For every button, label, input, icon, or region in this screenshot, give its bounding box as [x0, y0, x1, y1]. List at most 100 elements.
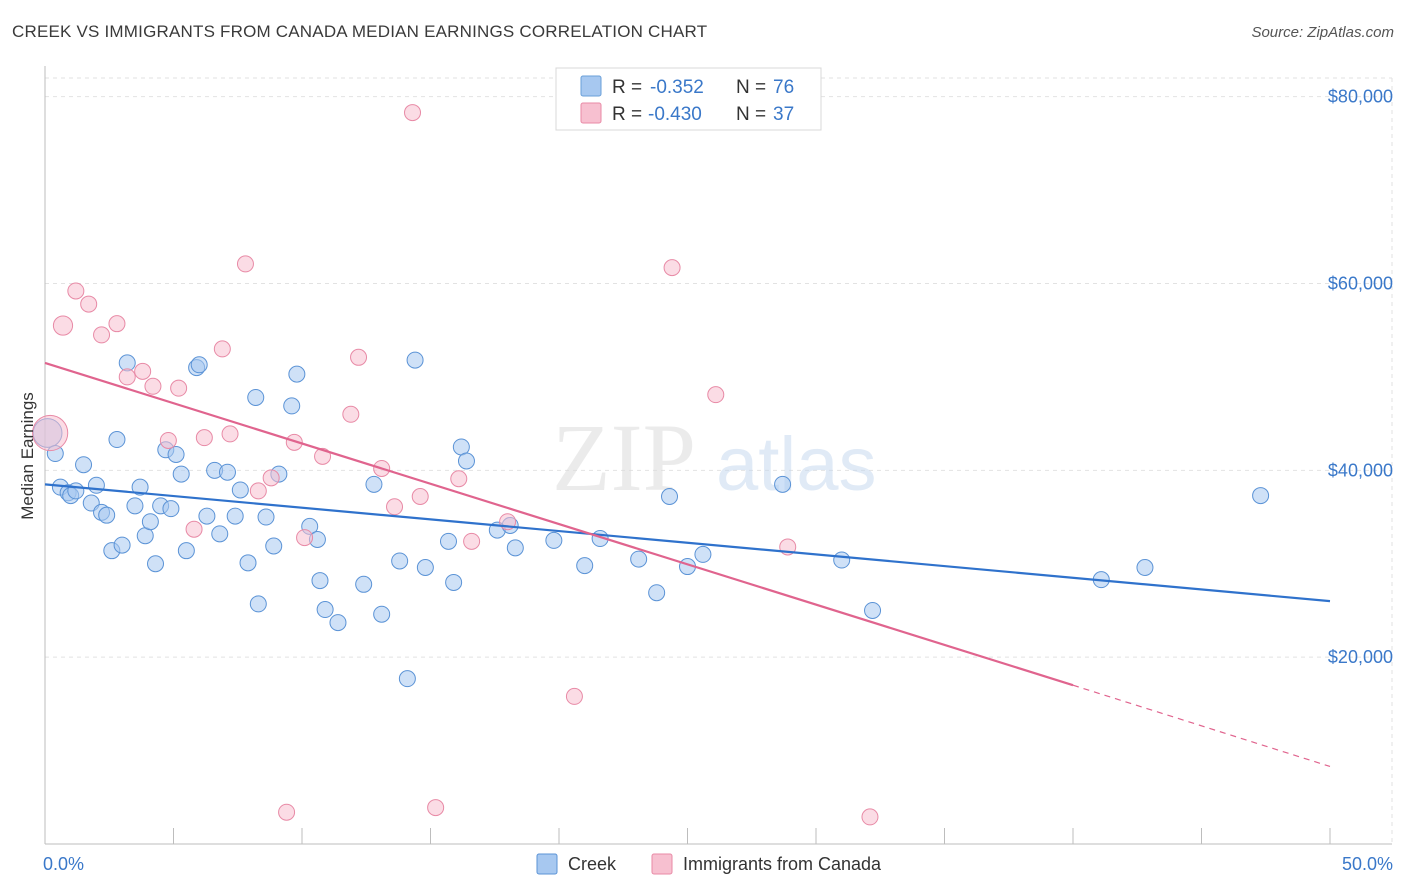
source-label: Source: ZipAtlas.com	[1251, 24, 1394, 41]
creek-point-65	[648, 584, 666, 602]
canada-point-23	[350, 348, 368, 366]
bottom-legend-canada: Immigrants from Canada	[683, 854, 882, 874]
canada-point-1	[52, 315, 74, 336]
creek-point-62	[576, 557, 594, 575]
canada-trend-line	[44, 361, 1074, 687]
x-tick-label-0: 0.0%	[43, 854, 84, 874]
x-tick-labels: 0.0% 50.0%	[43, 854, 1393, 874]
canada-point-26	[404, 104, 422, 122]
creek-point-13	[113, 536, 131, 554]
y-axis-label: Median Earnings	[18, 392, 37, 520]
canada-point-7	[134, 362, 152, 380]
creek-point-23	[167, 445, 185, 463]
creek-point-64	[630, 550, 648, 568]
creek-point-12	[108, 431, 126, 449]
canada-point-28	[427, 799, 445, 817]
chart-title: CREEK VS IMMIGRANTS FROM CANADA MEDIAN E…	[12, 22, 708, 41]
creek-point-15	[126, 497, 144, 515]
creek-points	[32, 351, 1270, 688]
canada-point-16	[249, 482, 267, 500]
legend-n-value-creek: 76	[773, 77, 794, 98]
y-tick-label-3: $80,000	[1328, 87, 1393, 107]
canada-point-18	[278, 803, 296, 821]
canada-point-4	[93, 326, 111, 344]
y-tick-label-1: $40,000	[1328, 460, 1393, 480]
canada-point-14	[221, 425, 239, 443]
creek-point-50	[391, 552, 409, 570]
creek-point-46	[329, 614, 347, 632]
canada-point-20	[296, 529, 314, 547]
canada-point-2	[67, 282, 85, 300]
y-tick-label-0: $20,000	[1328, 647, 1393, 667]
canada-point-3	[80, 295, 98, 313]
bottom-legend-swatch-creek	[536, 853, 558, 875]
creek-point-68	[694, 545, 712, 563]
creek-point-8	[87, 476, 105, 494]
watermark: ZIP atlas	[552, 404, 877, 511]
creek-point-32	[226, 507, 244, 525]
creek-point-38	[265, 537, 283, 555]
legend-r-value-canada: -0.430	[648, 104, 702, 125]
x-tick-label-1: 50.0%	[1342, 854, 1393, 874]
creek-point-24	[172, 465, 190, 483]
creek-point-30	[211, 525, 229, 543]
y-tick-labels: $20,000 $40,000 $60,000 $80,000	[1328, 87, 1393, 667]
creek-point-31	[218, 463, 236, 481]
legend-swatch-creek	[580, 75, 602, 97]
canada-point-34	[707, 386, 725, 404]
creek-point-47	[355, 575, 373, 593]
creek-point-48	[365, 475, 383, 493]
legend-n-value-canada: 37	[773, 104, 794, 125]
stats-legend: R = -0.352 N = 76 R = -0.430 N = 37	[555, 67, 822, 131]
creek-point-19	[147, 555, 165, 573]
canada-point-22	[342, 405, 360, 423]
canada-point-25	[386, 498, 404, 516]
creek-point-35	[247, 388, 265, 406]
creek-point-57	[457, 452, 475, 470]
canada-point-5	[108, 315, 126, 333]
legend-swatch-canada	[580, 102, 602, 124]
canada-point-6	[118, 368, 136, 386]
canada-trend-line-extension	[1072, 684, 1331, 768]
creek-point-33	[231, 481, 249, 499]
creek-point-25	[177, 542, 195, 560]
creek-point-49	[373, 605, 391, 623]
series-legend: Creek Immigrants from Canada	[536, 853, 882, 875]
creek-point-37	[257, 508, 275, 526]
creek-point-60	[506, 539, 524, 557]
bottom-legend-creek: Creek	[568, 854, 617, 874]
creek-point-66	[661, 487, 679, 505]
creek-point-44	[311, 572, 329, 590]
creek-point-52	[406, 351, 424, 369]
creek-point-36	[249, 595, 267, 613]
watermark-atlas: atlas	[716, 422, 877, 507]
creek-point-55	[445, 573, 463, 591]
creek-point-51	[398, 670, 416, 688]
y-tick-label-2: $60,000	[1328, 274, 1393, 294]
bottom-legend-swatch-canada	[651, 853, 673, 875]
creek-point-6	[75, 456, 93, 474]
creek-point-10	[98, 506, 116, 524]
canada-point-10	[170, 379, 188, 397]
canada-point-30	[463, 532, 481, 550]
creek-point-74	[1252, 487, 1270, 505]
creek-point-22	[162, 500, 180, 518]
canada-point-19	[285, 433, 303, 451]
creek-point-54	[439, 532, 457, 550]
creek-point-73	[1136, 558, 1154, 576]
canada-point-15	[236, 255, 254, 273]
axes	[44, 66, 1392, 845]
canada-point-29	[450, 470, 468, 488]
canada-point-0	[32, 414, 69, 452]
canada-points	[32, 104, 879, 826]
creek-point-28	[198, 507, 216, 525]
creek-point-53	[416, 558, 434, 576]
creek-point-27	[190, 356, 208, 374]
creek-point-40	[283, 397, 301, 415]
creek-point-18	[141, 513, 159, 531]
legend-r-label-canada: R =	[612, 104, 642, 125]
legend-n-label-canada: N =	[736, 104, 766, 125]
canada-point-13	[213, 340, 231, 358]
canada-point-33	[663, 259, 681, 277]
